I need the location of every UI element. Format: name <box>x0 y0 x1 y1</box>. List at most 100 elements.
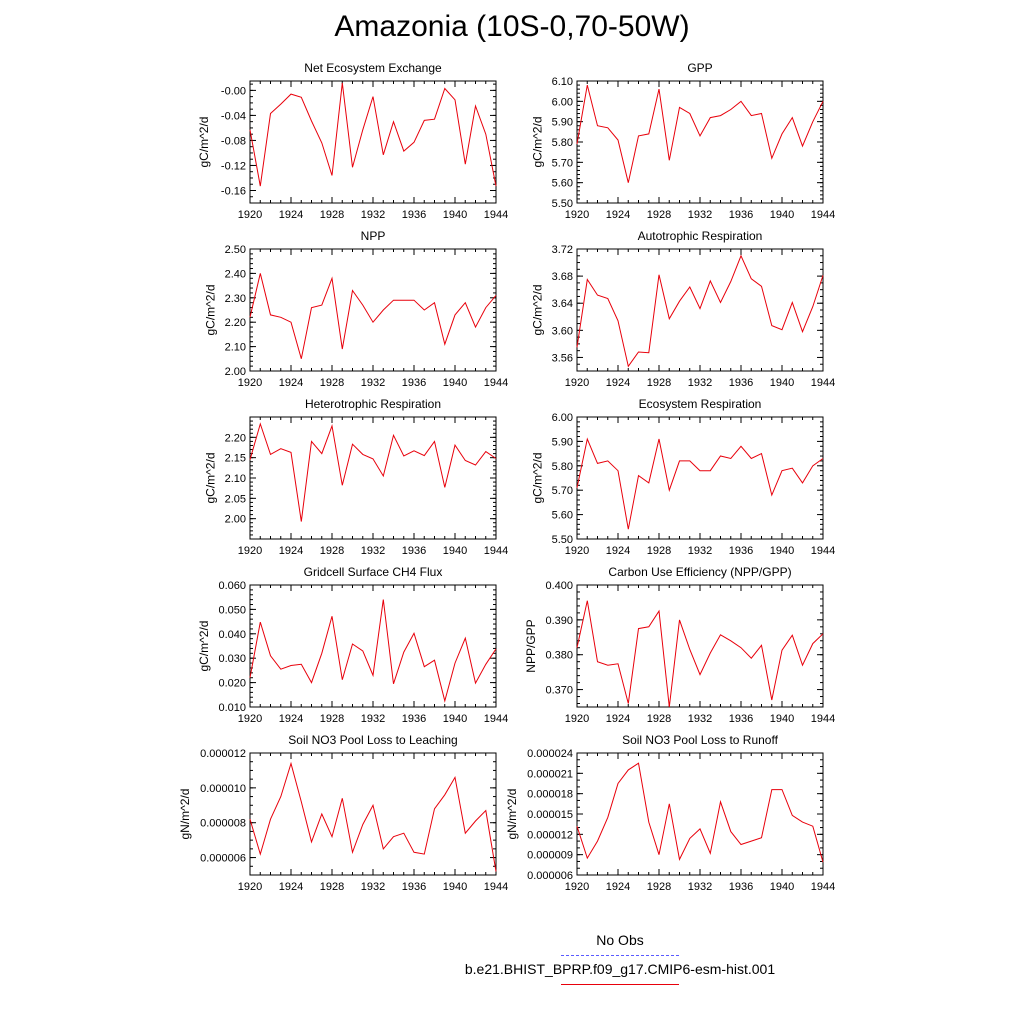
series-line <box>576 254 824 368</box>
y-tick-label: 0.000008 <box>200 818 246 830</box>
series-line <box>249 273 497 359</box>
y-tick-label: 0.390 <box>545 615 573 627</box>
x-tick-label: 1944 <box>811 209 835 221</box>
chart-panel: 1920 1924 1928 1932 1936 1940 1944 -0.16 -0.12 -0… <box>197 61 508 221</box>
y-tick-label: 2.20 <box>225 432 246 444</box>
x-tick-label: 1944 <box>811 881 835 893</box>
y-tick-label: -0.12 <box>221 160 246 172</box>
main-title: Amazonia (10S-0,70-50W) <box>334 10 690 43</box>
series-line <box>576 762 824 863</box>
y-axis-label: gC/m^2/d <box>203 285 217 336</box>
x-tick-label: 1932 <box>688 377 712 389</box>
y-tick-label: 5.70 <box>552 485 573 497</box>
y-tick-label: -0.16 <box>221 185 246 197</box>
y-tick-label: 0.000010 <box>200 783 246 795</box>
x-tick-label: 1944 <box>484 545 508 557</box>
x-tick-label: 1936 <box>402 209 426 221</box>
plot-frame <box>576 80 824 204</box>
y-tick-label: 5.70 <box>552 157 573 169</box>
y-tick-label: 0.050 <box>218 604 246 616</box>
y-tick-label: 0.030 <box>218 653 246 665</box>
plot-frame <box>249 584 497 708</box>
plot-frame <box>576 584 824 708</box>
x-tick-label: 1932 <box>688 209 712 221</box>
y-tick-label: 0.060 <box>218 580 246 592</box>
x-tick-label: 1920 <box>565 713 589 725</box>
x-tick-label: 1920 <box>238 881 262 893</box>
y-tick-label: 0.000012 <box>527 829 573 841</box>
y-tick-label: 2.15 <box>225 453 246 465</box>
x-tick-label: 1932 <box>361 881 385 893</box>
y-tick-label: 3.60 <box>552 325 573 337</box>
panel-title: NPP <box>361 229 386 243</box>
chart-panel: 1920 1924 1928 1932 1936 1940 1944 0.000006 0.00… <box>178 733 508 893</box>
y-tick-label: 3.72 <box>552 244 573 256</box>
x-tick-label: 1944 <box>484 713 508 725</box>
x-tick-label: 1944 <box>484 209 508 221</box>
x-tick-label: 1920 <box>565 209 589 221</box>
x-tick-label: 1924 <box>606 377 630 389</box>
panel-title: Soil NO3 Pool Loss to Runoff <box>622 733 779 747</box>
panel-title: Heterotrophic Respiration <box>305 397 441 411</box>
x-tick-label: 1936 <box>729 377 753 389</box>
legend-model-line <box>561 984 679 985</box>
x-tick-label: 1940 <box>443 545 467 557</box>
x-tick-label: 1932 <box>688 881 712 893</box>
chart-panel: 1920 1924 1928 1932 1936 1940 1944 3.56 3.60 3.64… <box>530 229 835 389</box>
x-tick-label: 1928 <box>320 209 344 221</box>
plot-frame <box>576 752 824 876</box>
x-tick-label: 1940 <box>443 881 467 893</box>
y-tick-label: 0.010 <box>218 702 246 714</box>
y-tick-label: 2.30 <box>225 293 246 305</box>
y-tick-label: 2.00 <box>225 514 246 526</box>
series-line <box>249 761 497 872</box>
y-tick-label: 6.00 <box>552 96 573 108</box>
chart-panel: 1920 1924 1928 1932 1936 1940 1944 2.00 2.10 2.20… <box>203 229 508 389</box>
x-tick-label: 1932 <box>688 545 712 557</box>
y-tick-label: 0.000024 <box>527 748 573 760</box>
panel-title: Soil NO3 Pool Loss to Leaching <box>288 733 457 747</box>
x-tick-label: 1924 <box>606 209 630 221</box>
x-tick-label: 1932 <box>361 545 385 557</box>
series-line <box>576 437 824 530</box>
x-tick-label: 1924 <box>279 713 303 725</box>
y-tick-label: 0.380 <box>545 650 573 662</box>
series-line <box>249 82 497 187</box>
plot-frame <box>249 752 497 876</box>
x-tick-label: 1940 <box>443 713 467 725</box>
y-tick-label: 0.020 <box>218 678 246 690</box>
y-tick-label: 2.10 <box>225 342 246 354</box>
y-tick-label: 2.10 <box>225 473 246 485</box>
x-tick-label: 1928 <box>320 881 344 893</box>
y-tick-label: 2.20 <box>225 317 246 329</box>
y-tick-label: 5.60 <box>552 178 573 190</box>
legend-obs-line <box>561 955 679 956</box>
x-tick-label: 1920 <box>238 377 262 389</box>
x-tick-label: 1936 <box>402 881 426 893</box>
panel-title: Carbon Use Efficiency (NPP/GPP) <box>608 565 791 579</box>
x-tick-label: 1928 <box>320 377 344 389</box>
x-tick-label: 1920 <box>238 209 262 221</box>
x-tick-label: 1932 <box>361 377 385 389</box>
y-axis-label: gC/m^2/d <box>530 285 544 336</box>
y-tick-label: -0.04 <box>221 110 246 122</box>
plot-frame <box>249 416 497 540</box>
chart-panel: 1920 1924 1928 1932 1936 1940 1944 5.50 5.60 5.70… <box>530 397 835 557</box>
y-axis-label: gC/m^2/d <box>530 453 544 504</box>
series-line <box>576 600 824 708</box>
x-tick-label: 1932 <box>361 209 385 221</box>
y-tick-label: 5.90 <box>552 436 573 448</box>
x-tick-label: 1940 <box>770 209 794 221</box>
y-axis-label: gC/m^2/d <box>530 117 544 168</box>
chart-panel: 1920 1924 1928 1932 1936 1940 1944 0.010 0.020 0.… <box>197 565 508 725</box>
y-axis-label: NPP/GPP <box>524 619 538 672</box>
y-tick-label: 0.000021 <box>527 768 573 780</box>
x-tick-label: 1924 <box>279 209 303 221</box>
x-tick-label: 1940 <box>443 209 467 221</box>
chart-panel: 1920 1924 1928 1932 1936 1940 1944 0.370 0.380 0.… <box>524 565 835 725</box>
y-tick-label: 2.05 <box>225 493 246 505</box>
x-tick-label: 1944 <box>811 545 835 557</box>
x-tick-label: 1928 <box>647 377 671 389</box>
